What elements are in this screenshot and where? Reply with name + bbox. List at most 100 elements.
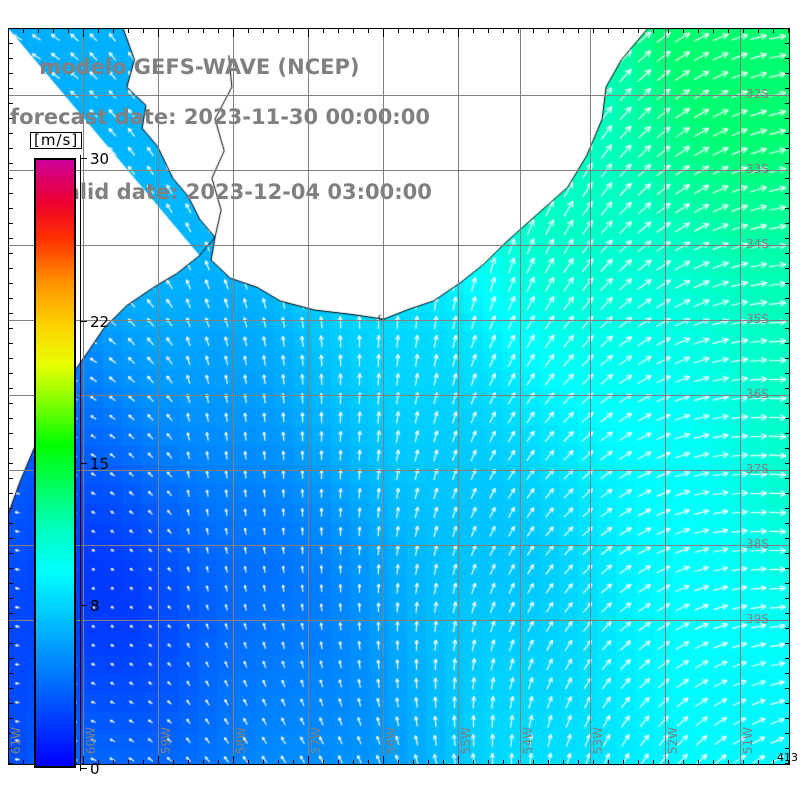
axis-tick-bottom [698, 760, 699, 765]
gridline-meridian [158, 28, 159, 765]
axis-tick-top [488, 28, 489, 33]
axis-tick-bottom [263, 760, 264, 765]
axis-tick-left [8, 268, 13, 269]
axis-tick-left [8, 433, 13, 434]
latitude-label: 34S [746, 237, 769, 251]
axis-tick-top [743, 28, 744, 33]
axis-tick-bottom [23, 760, 24, 765]
axis-tick-top [278, 28, 279, 33]
axis-tick-top [203, 28, 204, 33]
axis-tick-left [8, 373, 13, 374]
axis-tick-top [8, 28, 9, 37]
gridline-meridian [665, 28, 666, 765]
axis-tick-top [563, 28, 564, 33]
axis-tick-right [785, 163, 790, 164]
axis-tick-top [758, 28, 759, 33]
axis-tick-bottom [458, 756, 459, 765]
axis-tick-left [8, 253, 13, 254]
axis-tick-left [8, 478, 13, 479]
axis-tick-left [8, 148, 13, 149]
axis-tick-left [8, 673, 13, 674]
axis-tick-left [8, 688, 13, 689]
axis-tick-bottom [233, 756, 234, 765]
axis-tick-top [23, 28, 24, 33]
axis-tick-right [785, 28, 790, 29]
axis-tick-right [785, 103, 790, 104]
axis-tick-left [8, 298, 13, 299]
axis-tick-top [428, 28, 429, 33]
axis-tick-bottom [758, 760, 759, 765]
axis-tick-left [8, 598, 13, 599]
axis-tick-top [458, 28, 459, 37]
axis-tick-right [785, 568, 790, 569]
axis-tick-bottom [653, 760, 654, 765]
axis-tick-right [785, 148, 790, 149]
chart-title-block: modelo GEFS-WAVE (NCEP) forecast date: 2… [10, 30, 432, 255]
axis-tick-bottom [323, 760, 324, 765]
axis-tick-right [785, 253, 790, 254]
axis-tick-right [785, 763, 790, 764]
axis-tick-right [785, 628, 790, 629]
axis-tick-top [773, 28, 774, 33]
axis-tick-bottom [518, 760, 519, 765]
axis-tick-top [593, 28, 594, 33]
axis-tick-right [785, 748, 790, 749]
title-valid-date: valid date: 2023-12-04 03:00:00 [52, 180, 432, 204]
axis-tick-top [68, 28, 69, 33]
axis-tick-top [128, 28, 129, 33]
gridline-parallel [8, 245, 790, 246]
axis-tick-top [533, 28, 534, 33]
axis-tick-right [785, 493, 790, 494]
axis-tick-right [785, 523, 790, 524]
axis-tick-right [785, 553, 790, 554]
longitude-label: 56W [384, 727, 398, 755]
axis-tick-bottom [683, 760, 684, 765]
axis-tick-left [8, 283, 13, 284]
axis-tick-bottom [728, 760, 729, 765]
colorbar-tick [80, 605, 87, 607]
axis-tick-bottom [248, 760, 249, 765]
axis-tick-right [785, 463, 790, 464]
axis-tick-left [8, 733, 13, 734]
latitude-label: 39S [746, 612, 769, 626]
axis-tick-bottom [173, 760, 174, 765]
axis-tick-top [413, 28, 414, 33]
axis-tick-top [653, 28, 654, 33]
axis-tick-right [785, 703, 790, 704]
axis-tick-right [785, 598, 790, 599]
axis-tick-right [785, 313, 790, 314]
axis-tick-bottom [83, 756, 84, 765]
axis-tick-bottom [8, 756, 9, 765]
axis-tick-right [785, 73, 790, 74]
corner-value-label: 413 [777, 751, 798, 764]
axis-tick-right [785, 658, 790, 659]
axis-tick-left [8, 118, 13, 119]
axis-tick-right [785, 538, 790, 539]
axis-tick-left [8, 418, 13, 419]
axis-tick-left [8, 523, 13, 524]
axis-tick-right [785, 388, 790, 389]
axis-tick-right [785, 238, 790, 239]
gridline-parallel [8, 320, 790, 321]
axis-tick-bottom [338, 760, 339, 765]
axis-tick-bottom [563, 760, 564, 765]
axis-tick-left [8, 178, 13, 179]
longitude-label: 57W [309, 727, 323, 755]
gridline-parallel [8, 545, 790, 546]
axis-tick-top [608, 28, 609, 33]
axis-tick-top [578, 28, 579, 33]
axis-tick-left [8, 73, 13, 74]
axis-tick-bottom [293, 760, 294, 765]
axis-tick-right [785, 178, 790, 179]
colorbar-tick [80, 463, 87, 464]
axis-tick-right [785, 343, 790, 344]
axis-tick-top [113, 28, 114, 33]
axis-tick-left [8, 313, 13, 314]
axis-tick-bottom [623, 760, 624, 765]
axis-tick-bottom [98, 760, 99, 765]
gridline-meridian [458, 28, 459, 765]
colorbar-unit-label: [m/s] [30, 132, 83, 149]
axis-tick-bottom [773, 760, 774, 765]
axis-tick-top [38, 28, 39, 33]
